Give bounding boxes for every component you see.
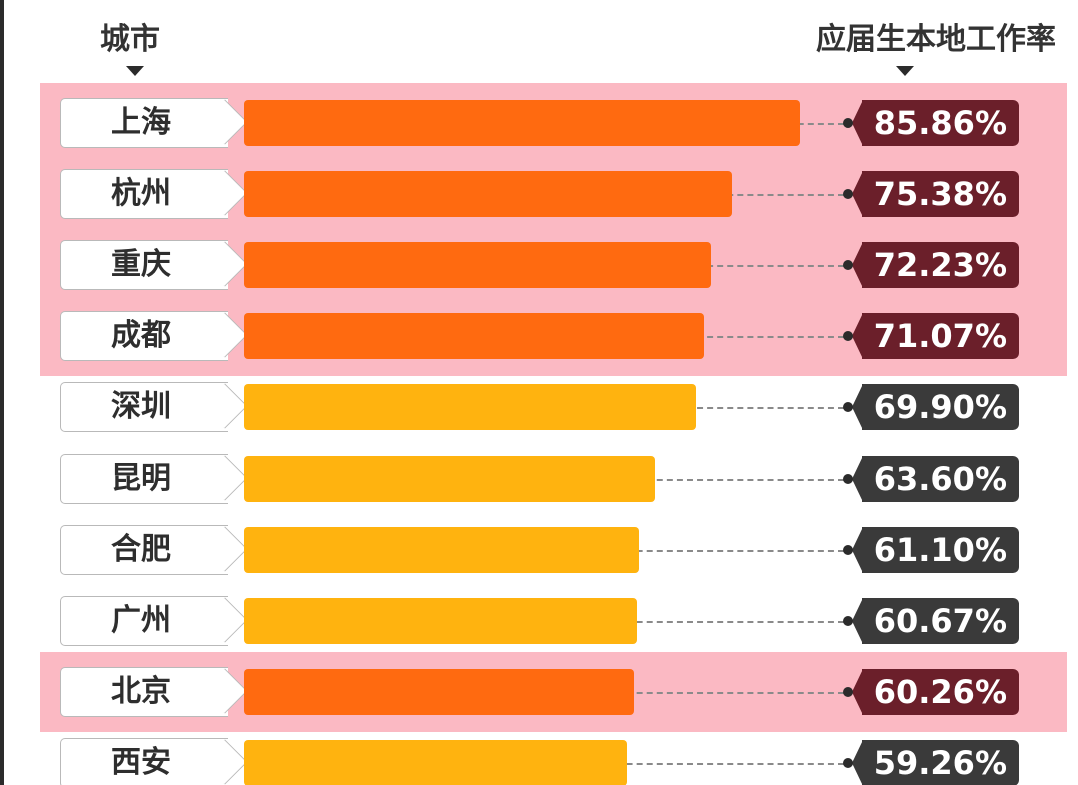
category-label: 成都 <box>111 318 171 354</box>
category-label: 深圳 <box>111 389 171 425</box>
value-label: 61.10% <box>852 526 1019 573</box>
connector-dot <box>843 615 853 626</box>
bar-row: 深圳 69.90% <box>0 381 1078 433</box>
rate-down-arrow-icon <box>896 66 914 76</box>
value-label: 63.60% <box>852 455 1019 502</box>
value-label: 60.67% <box>852 597 1019 644</box>
bar-row: 北京 60.26% <box>0 666 1078 718</box>
category-label: 重庆 <box>111 247 171 283</box>
connector-dot <box>843 189 853 200</box>
rate-column-header: 应届生本地工作率 <box>816 22 1056 57</box>
left-edge-rule <box>0 0 4 785</box>
connector-dot <box>843 331 853 342</box>
city-label-box: 西安 <box>60 737 228 785</box>
category-label: 广州 <box>111 602 171 638</box>
category-label: 北京 <box>111 673 171 709</box>
category-label: 杭州 <box>111 176 171 212</box>
connector-dot <box>843 686 853 697</box>
city-label-box: 昆明 <box>60 453 228 504</box>
bar-row: 合肥 61.10% <box>0 524 1078 576</box>
bar-row: 杭州 75.38% <box>0 168 1078 220</box>
city-label-box: 北京 <box>60 666 228 717</box>
bar <box>244 455 655 502</box>
bar-row: 上海 85.86% <box>0 97 1078 149</box>
city-label-box: 杭州 <box>60 169 228 220</box>
bar-row: 广州 60.67% <box>0 595 1078 647</box>
bar <box>244 100 800 146</box>
city-label-box: 上海 <box>60 98 228 148</box>
bar <box>244 739 627 785</box>
category-label: 西安 <box>111 744 171 780</box>
city-label-box: 广州 <box>60 595 228 646</box>
connector-dot <box>843 544 853 555</box>
city-label-box: 深圳 <box>60 382 228 433</box>
bar <box>244 384 696 431</box>
connector-dot <box>843 473 853 484</box>
category-label: 上海 <box>111 105 171 140</box>
city-label-box: 合肥 <box>60 524 228 575</box>
connector-dot <box>843 118 853 128</box>
bar <box>244 526 639 573</box>
bar <box>244 242 711 289</box>
city-column-header: 城市 <box>100 22 160 57</box>
bar-row: 西安 59.26% <box>0 737 1078 785</box>
connector-dot <box>843 402 853 413</box>
city-label-box: 成都 <box>60 311 228 362</box>
category-label: 昆明 <box>111 460 171 496</box>
bar-row: 昆明 63.60% <box>0 453 1078 505</box>
value-label: 75.38% <box>852 171 1019 218</box>
value-label: 71.07% <box>852 313 1019 360</box>
city-label-box: 重庆 <box>60 240 228 291</box>
bar-row: 成都 71.07% <box>0 310 1078 362</box>
bar <box>244 597 637 644</box>
value-label: 72.23% <box>852 242 1019 289</box>
connector-dot <box>843 260 853 271</box>
city-down-arrow-icon <box>126 66 144 76</box>
bar <box>244 668 634 715</box>
value-label: 59.26% <box>852 739 1019 785</box>
bar <box>244 171 732 218</box>
value-label: 85.86% <box>852 100 1019 146</box>
value-label: 69.90% <box>852 384 1019 431</box>
bar-row: 重庆 72.23% <box>0 239 1078 291</box>
category-label: 合肥 <box>111 531 171 567</box>
value-label: 60.26% <box>852 668 1019 715</box>
bar <box>244 313 704 360</box>
connector-dot <box>843 757 853 768</box>
